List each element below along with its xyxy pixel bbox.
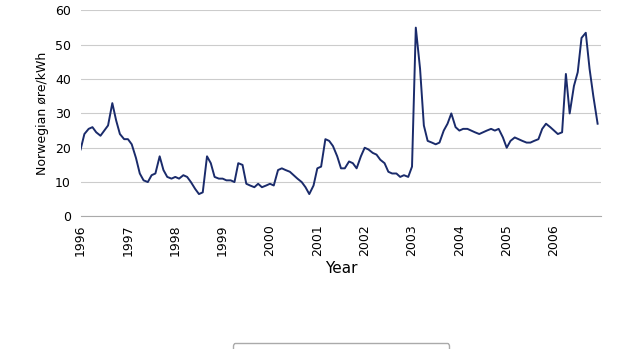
- Systemprice Nord Pool: [254, 182, 262, 186]
- Systemprice Nord Pool: [140, 178, 148, 183]
- X-axis label: Year: Year: [325, 261, 357, 276]
- Systemprice Nord Pool: [499, 135, 507, 140]
- Systemprice Nord Pool: [503, 146, 510, 150]
- Systemprice Nord Pool: [77, 147, 84, 151]
- Legend: Systemprice Nord Pool: Systemprice Nord Pool: [232, 343, 450, 349]
- Systemprice Nord Pool: [120, 137, 128, 141]
- Systemprice Nord Pool: [195, 192, 203, 196]
- Systemprice Nord Pool: [239, 163, 246, 167]
- Line: Systemprice Nord Pool: Systemprice Nord Pool: [81, 28, 598, 194]
- Systemprice Nord Pool: [594, 122, 601, 126]
- Y-axis label: Norwegian øre/kWh: Norwegian øre/kWh: [37, 52, 50, 175]
- Systemprice Nord Pool: [412, 25, 420, 30]
